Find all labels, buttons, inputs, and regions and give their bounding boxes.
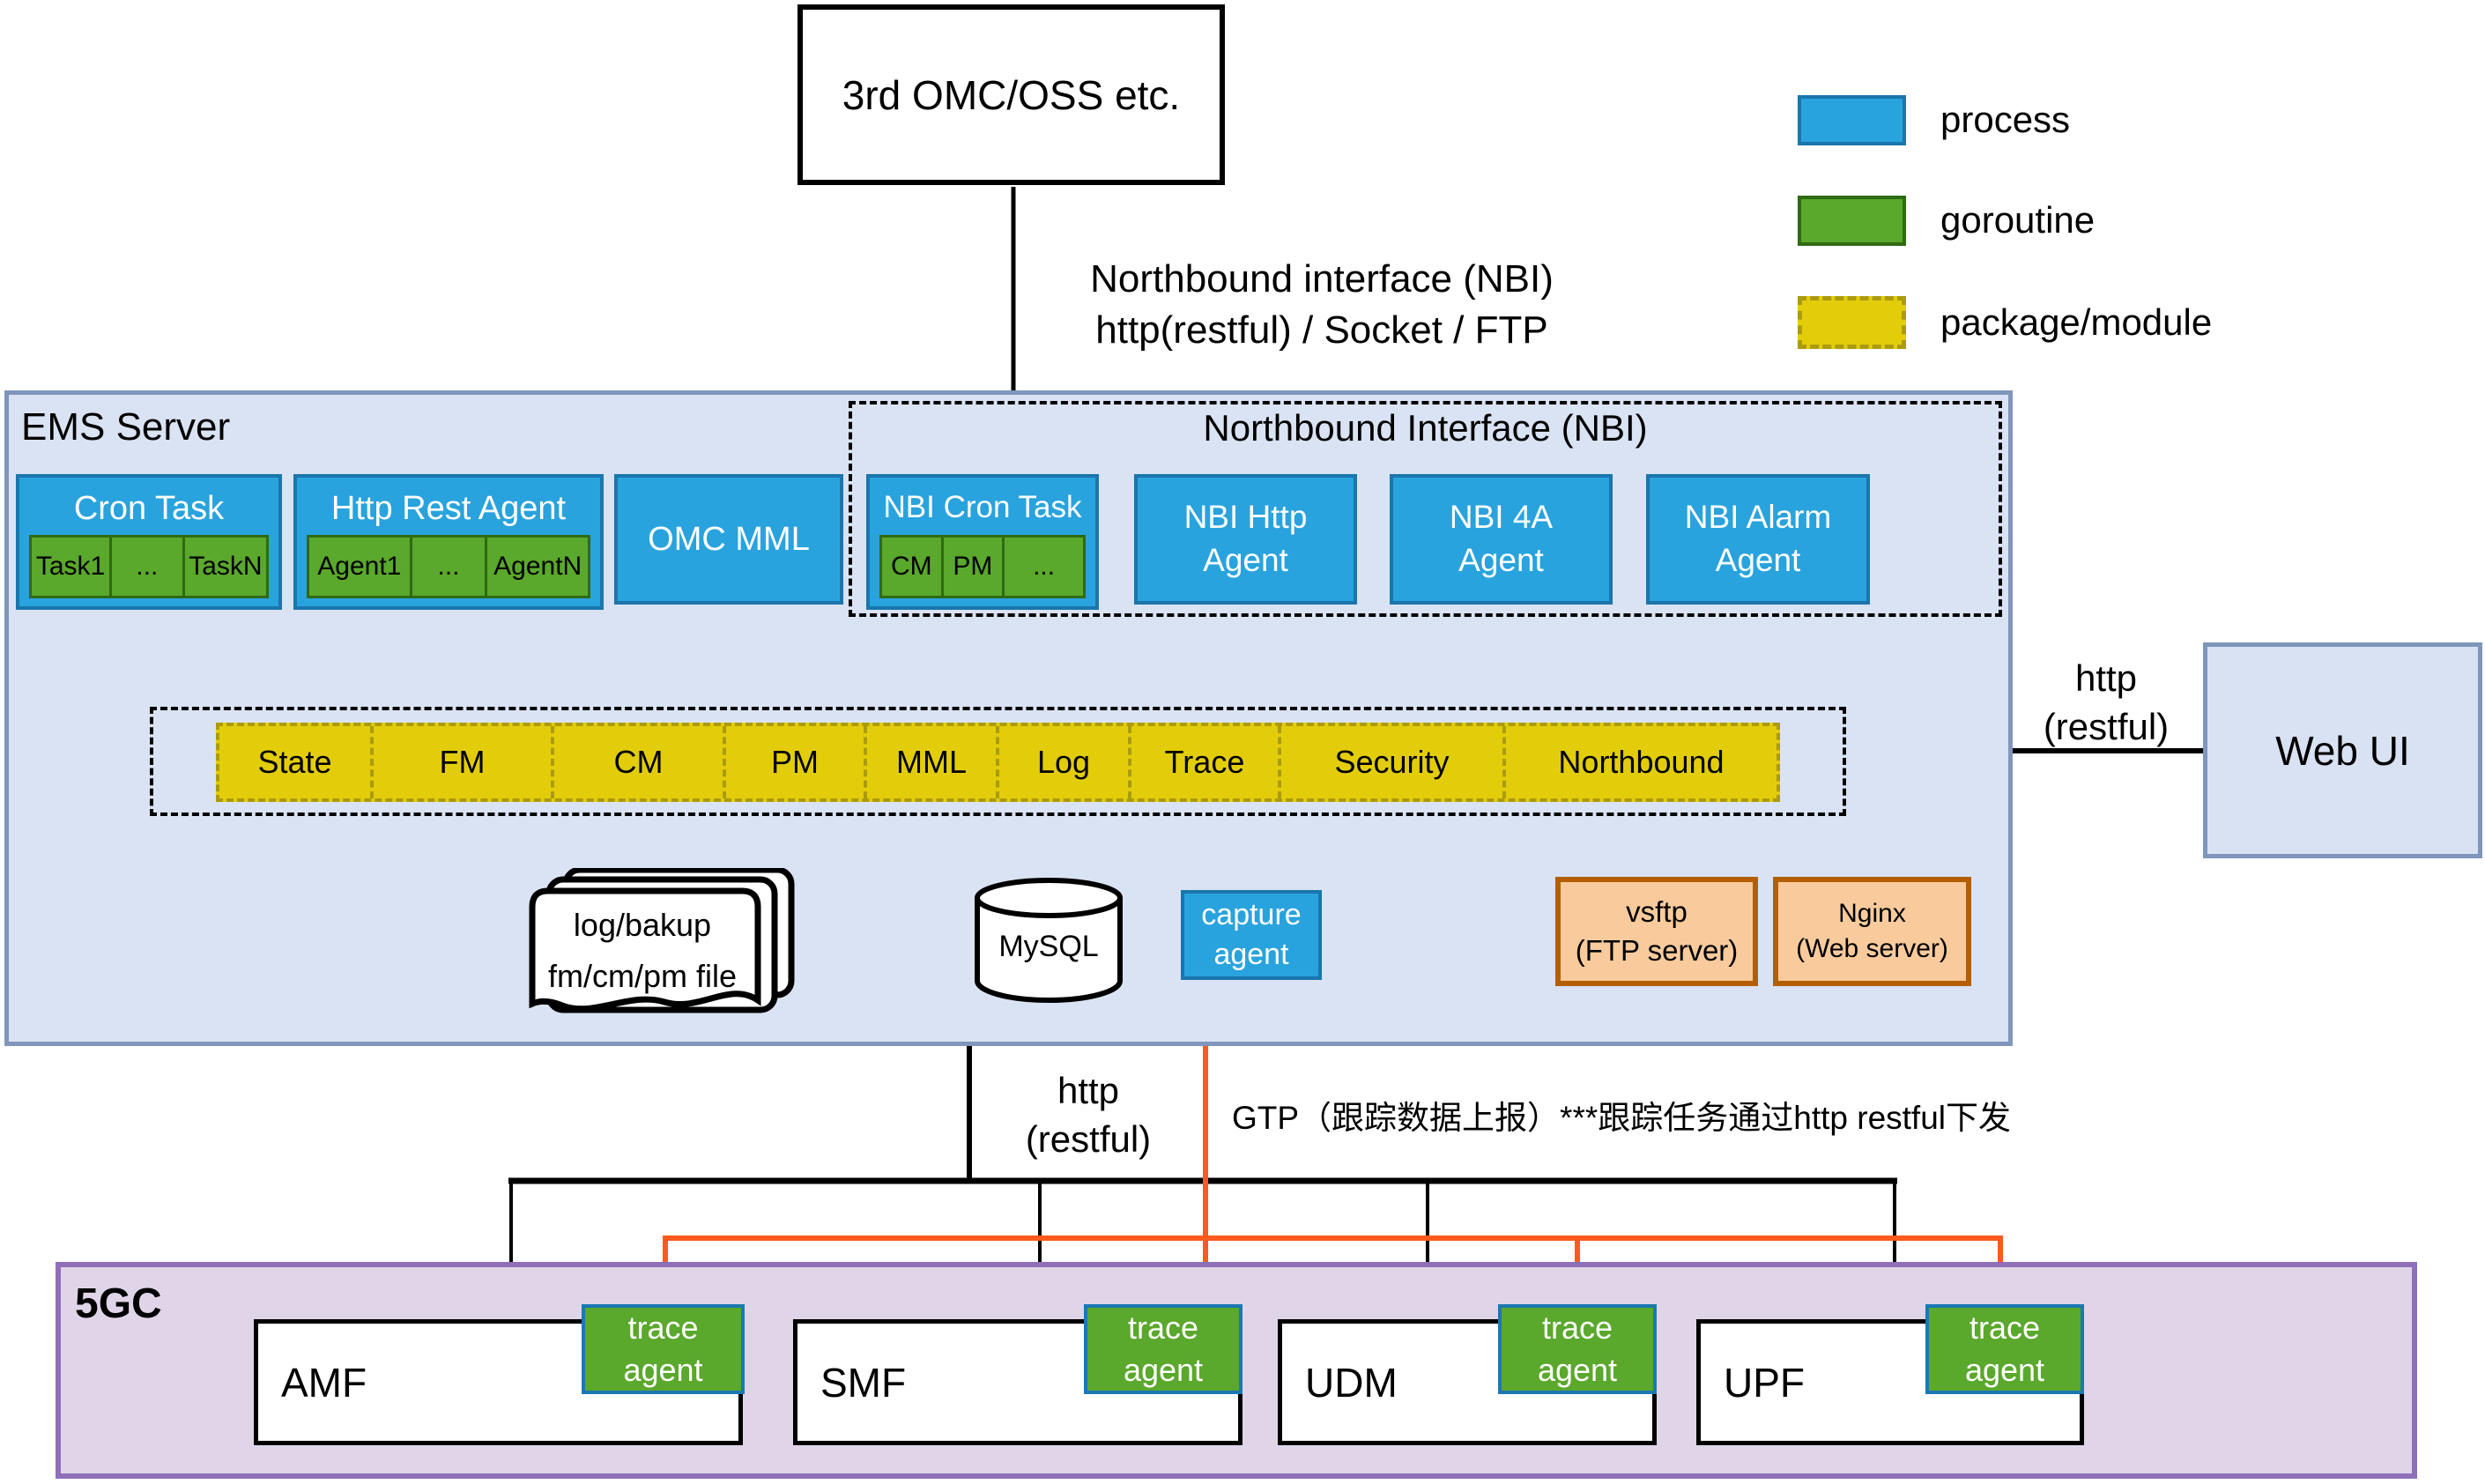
goroutine-cell: ... xyxy=(1002,538,1083,596)
nbi-link-label: Northbound interface (NBI) http(restful)… xyxy=(1022,254,1621,356)
nginx-line1: Nginx xyxy=(1838,899,1906,929)
trace-agent-line1: trace xyxy=(627,1310,699,1347)
nbi-4a-agent-line1: NBI 4A xyxy=(1449,499,1554,536)
goroutine-cell: TaskN xyxy=(182,538,266,596)
omc-mml-box: OMC MML xyxy=(614,474,843,605)
module-fm: FM xyxy=(374,726,554,798)
trace-agent-line1: trace xyxy=(1969,1310,2041,1347)
trace-agent-line1: trace xyxy=(1127,1310,1199,1347)
goroutine-cell: AgentN xyxy=(485,538,588,596)
module-log: Log xyxy=(999,726,1131,798)
nbi-alarm-agent-box: NBI Alarm Agent xyxy=(1646,474,1870,605)
goroutine-cell: PM xyxy=(940,538,1003,596)
goroutine-cell: CM xyxy=(890,552,932,581)
nbi-alarm-agent-line1: NBI Alarm xyxy=(1684,499,1832,536)
trace-agent-line2: agent xyxy=(1964,1352,2045,1388)
trace-agent-line2: agent xyxy=(1537,1352,1618,1388)
core-link-label-line2: (restful) xyxy=(1025,1118,1152,1161)
module-mml: MML xyxy=(867,726,999,798)
nbi-cron-task-title: NBI Cron Task xyxy=(883,490,1082,524)
nbi-http-agent-line2: Agent xyxy=(1203,542,1288,578)
document-stack-icon xyxy=(529,868,795,1013)
trace-agent-line2: agent xyxy=(623,1352,703,1388)
http-rest-agent-goroutines: Agent1 ... AgentN xyxy=(307,535,590,598)
file-store-line2: fm/cm/pm file xyxy=(547,958,737,994)
goroutine-cell: ... xyxy=(109,538,182,596)
goroutine-cell: Agent1 xyxy=(317,552,402,581)
module-dashed-frame xyxy=(150,707,1846,816)
cron-task-goroutines: Task1 ... TaskN xyxy=(29,535,269,598)
capture-agent-line1: capture xyxy=(1201,898,1302,932)
legend-goroutine-swatch xyxy=(1798,196,1906,246)
legend-package-swatch xyxy=(1798,296,1906,349)
module-northbound: Northbound xyxy=(1558,744,1725,780)
web-ui-label: Web UI xyxy=(2275,727,2410,774)
nbi-http-agent-line1: NBI Http xyxy=(1183,499,1308,536)
nbi-link-label-line2: http(restful) / Socket / FTP xyxy=(1095,308,1548,352)
legend-goroutine-label: goroutine xyxy=(1940,199,2096,241)
core-link-label: http (restful) xyxy=(1000,1066,1176,1164)
third-party-omc-box: 3rd OMC/OSS etc. xyxy=(797,4,1225,185)
gtp-note: GTP（跟踪数据上报）***跟踪任务通过http restful下发 xyxy=(1232,1100,2012,1136)
third-party-omc-label: 3rd OMC/OSS etc. xyxy=(842,71,1181,118)
module-cm: CM xyxy=(554,726,726,798)
nginx-box: Nginx (Web server) xyxy=(1773,877,1971,986)
core-5gc-title: 5GC xyxy=(75,1280,162,1327)
ems-server-title: EMS Server xyxy=(21,405,231,449)
legend-process-label: process xyxy=(1940,99,2071,140)
vsftp-line1: vsftp xyxy=(1626,895,1688,929)
web-link-label: http (restful) xyxy=(2018,654,2194,752)
nginx-line2: (Web server) xyxy=(1796,934,1948,963)
trace-agent-upf: trace agent xyxy=(1925,1304,2084,1394)
nbi-dashed-frame xyxy=(849,401,2002,617)
vsftp-line2: (FTP server) xyxy=(1575,934,1739,967)
core-link-label-line1: http xyxy=(1057,1070,1120,1111)
module-pm: PM xyxy=(726,726,867,798)
web-ui-box: Web UI xyxy=(2203,642,2482,858)
module-security: Security xyxy=(1281,726,1506,798)
module-strip: State FM CM PM MML Log Trace Security No… xyxy=(216,723,1780,802)
goroutine-cell: ... xyxy=(409,538,486,596)
file-store: log/bakup fm/cm/pm file xyxy=(527,868,827,1027)
file-store-line1: log/bakup xyxy=(573,907,712,943)
trace-agent-smf: trace agent xyxy=(1084,1304,1242,1394)
omc-mml-label: OMC MML xyxy=(648,520,810,558)
trace-agent-udm: trace agent xyxy=(1498,1304,1657,1394)
nf-amf-label: AMF xyxy=(281,1359,367,1406)
nbi-link-label-line1: Northbound interface (NBI) xyxy=(1090,257,1554,301)
mysql-label: MySQL xyxy=(998,930,1099,963)
nbi-frame-title: Northbound Interface (NBI) xyxy=(1203,407,1648,449)
database-cylinder-icon xyxy=(975,878,1123,1003)
nbi-alarm-agent-line2: Agent xyxy=(1715,542,1801,578)
cron-task-box: Cron Task Task1 ... TaskN xyxy=(16,474,282,610)
legend-process-swatch xyxy=(1798,95,1906,145)
goroutine-cell: Task1 xyxy=(35,552,106,581)
nbi-4a-agent-box: NBI 4A Agent xyxy=(1390,474,1613,605)
web-link-label-line1: http xyxy=(2074,657,2138,699)
legend-package-label: package/module xyxy=(1940,301,2213,343)
module-trace: Trace xyxy=(1131,726,1281,798)
vsftp-box: vsftp (FTP server) xyxy=(1555,877,1758,986)
web-link-label-line2: (restful) xyxy=(2043,706,2170,748)
nbi-http-agent-box: NBI Http Agent xyxy=(1134,474,1357,605)
nf-smf-label: SMF xyxy=(820,1359,907,1406)
http-rest-agent-title: Http Rest Agent xyxy=(330,490,567,527)
nbi-4a-agent-line2: Agent xyxy=(1458,542,1544,578)
capture-agent-line2: agent xyxy=(1213,938,1289,971)
nf-udm-label: UDM xyxy=(1305,1359,1398,1406)
nf-upf-label: UPF xyxy=(1724,1359,1805,1406)
trace-agent-line2: agent xyxy=(1123,1352,1204,1388)
nbi-cron-task-goroutines: CM PM ... xyxy=(879,535,1086,598)
mysql-db: MySQL xyxy=(972,875,1125,1009)
nbi-cron-task-box: NBI Cron Task CM PM ... xyxy=(866,474,1099,610)
http-rest-agent-box: Http Rest Agent Agent1 ... AgentN xyxy=(293,474,604,610)
capture-agent-box: capture agent xyxy=(1181,890,1322,980)
trace-agent-amf: trace agent xyxy=(582,1304,745,1394)
trace-agent-line1: trace xyxy=(1541,1310,1613,1347)
module-state: State xyxy=(219,726,374,798)
cron-task-title: Cron Task xyxy=(73,490,225,527)
